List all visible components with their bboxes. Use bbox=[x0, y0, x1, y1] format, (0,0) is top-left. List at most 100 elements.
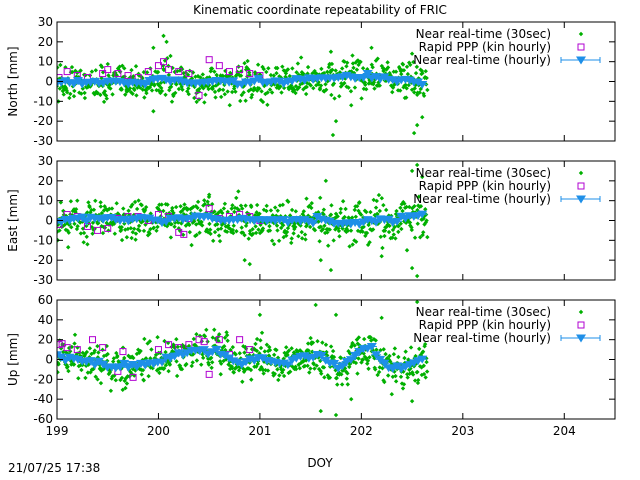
point-nrt30 bbox=[151, 109, 156, 114]
point-nrt30 bbox=[360, 357, 366, 362]
point-nrt30 bbox=[169, 222, 174, 227]
point-nrt30 bbox=[259, 89, 264, 94]
point-nrt30 bbox=[382, 379, 387, 385]
point-nrt30 bbox=[207, 227, 213, 232]
point-nrt30 bbox=[148, 226, 153, 232]
point-nrt30 bbox=[416, 346, 422, 352]
point-nrt30 bbox=[328, 267, 334, 273]
point-nrt30 bbox=[404, 204, 409, 210]
point-nrt30 bbox=[70, 69, 75, 75]
point-nrt30 bbox=[257, 211, 262, 216]
point-nrt30 bbox=[120, 345, 126, 350]
point-rapid bbox=[58, 340, 66, 348]
point-nrt30 bbox=[217, 238, 223, 244]
x-tick-label: 203 bbox=[451, 424, 474, 438]
point-nrt30 bbox=[328, 70, 333, 75]
point-nrt30 bbox=[321, 212, 326, 217]
point-nrt30 bbox=[421, 363, 426, 368]
point-nrt30 bbox=[271, 352, 277, 358]
point-nrt30 bbox=[361, 351, 366, 356]
legend-marker-nrt-hourly bbox=[576, 195, 586, 204]
point-nrt30 bbox=[360, 229, 365, 234]
point-nrt30 bbox=[89, 69, 95, 74]
point-nrt30 bbox=[339, 81, 344, 86]
point-nrt30 bbox=[201, 203, 206, 208]
point-nrt30 bbox=[201, 86, 206, 91]
point-nrt30 bbox=[218, 73, 223, 78]
point-rapid bbox=[225, 68, 233, 76]
point-nrt30 bbox=[373, 205, 379, 210]
legend-label-rapid: Rapid PPP (kin hourly) bbox=[419, 40, 551, 54]
point-nrt30 bbox=[339, 66, 345, 71]
point-rapid bbox=[104, 66, 112, 74]
point-nrt30 bbox=[298, 55, 304, 60]
point-nrt30 bbox=[381, 202, 386, 208]
point-nrt30 bbox=[112, 373, 117, 378]
point-nrt-hourly bbox=[89, 361, 100, 370]
point-nrt30 bbox=[179, 84, 184, 90]
point-nrt30 bbox=[167, 362, 173, 367]
point-nrt30 bbox=[293, 366, 299, 372]
point-nrt30 bbox=[208, 231, 213, 237]
point-nrt30 bbox=[305, 341, 311, 346]
point-nrt30 bbox=[122, 378, 127, 384]
point-nrt30 bbox=[197, 230, 202, 235]
point-nrt30 bbox=[242, 257, 247, 263]
point-nrt30 bbox=[329, 203, 334, 208]
point-nrt30 bbox=[104, 96, 109, 101]
point-nrt30 bbox=[327, 375, 333, 380]
point-nrt30 bbox=[176, 86, 182, 92]
point-nrt30 bbox=[181, 70, 186, 76]
point-nrt30 bbox=[163, 349, 168, 355]
legend-label-nrt-hourly: Near real-time (hourly) bbox=[413, 192, 551, 206]
point-nrt30 bbox=[173, 90, 178, 96]
legend-marker-nrt30 bbox=[578, 309, 584, 315]
point-nrt30 bbox=[414, 162, 420, 168]
point-nrt30 bbox=[415, 380, 421, 386]
point-nrt30 bbox=[100, 70, 106, 75]
point-nrt30 bbox=[319, 66, 324, 72]
point-rapid bbox=[89, 336, 97, 344]
point-nrt30 bbox=[303, 237, 308, 242]
point-nrt30 bbox=[343, 206, 348, 212]
point-nrt30 bbox=[344, 376, 350, 381]
point-nrt30 bbox=[160, 63, 166, 68]
point-nrt30 bbox=[381, 347, 386, 352]
point-nrt30 bbox=[58, 200, 64, 205]
point-nrt30 bbox=[175, 344, 181, 350]
point-nrt30 bbox=[68, 349, 73, 354]
point-nrt30 bbox=[234, 195, 239, 201]
point-nrt30 bbox=[87, 346, 93, 351]
point-nrt30 bbox=[370, 65, 375, 70]
point-nrt30 bbox=[115, 211, 121, 216]
point-nrt30 bbox=[203, 92, 208, 97]
point-nrt30 bbox=[321, 365, 327, 370]
point-nrt30 bbox=[166, 72, 172, 78]
point-nrt30 bbox=[126, 208, 131, 213]
point-nrt30 bbox=[231, 370, 237, 375]
legend-marker-rapid bbox=[577, 321, 585, 329]
y-tick-label: -20 bbox=[33, 114, 53, 128]
point-nrt30 bbox=[129, 235, 134, 241]
point-nrt30 bbox=[182, 202, 187, 207]
point-nrt30 bbox=[349, 215, 355, 220]
point-nrt30 bbox=[286, 348, 292, 353]
point-nrt30 bbox=[233, 352, 238, 357]
point-nrt30 bbox=[408, 62, 413, 67]
plot-area-1 bbox=[57, 162, 430, 279]
point-nrt30 bbox=[345, 228, 351, 233]
point-nrt30 bbox=[312, 228, 318, 233]
point-nrt30 bbox=[141, 228, 147, 234]
point-nrt30 bbox=[243, 203, 248, 208]
point-nrt30 bbox=[299, 236, 305, 241]
point-nrt30 bbox=[414, 122, 420, 128]
point-rapid bbox=[99, 344, 107, 352]
point-nrt30 bbox=[293, 224, 298, 230]
point-nrt30 bbox=[393, 236, 398, 241]
point-nrt30 bbox=[121, 206, 126, 211]
y-tick-label: -10 bbox=[33, 94, 53, 108]
point-nrt30 bbox=[289, 240, 294, 246]
point-nrt30 bbox=[85, 242, 90, 247]
point-nrt30 bbox=[72, 221, 77, 227]
legend-2: Near real-time (30sec)Rapid PPP (kin hou… bbox=[413, 305, 601, 345]
